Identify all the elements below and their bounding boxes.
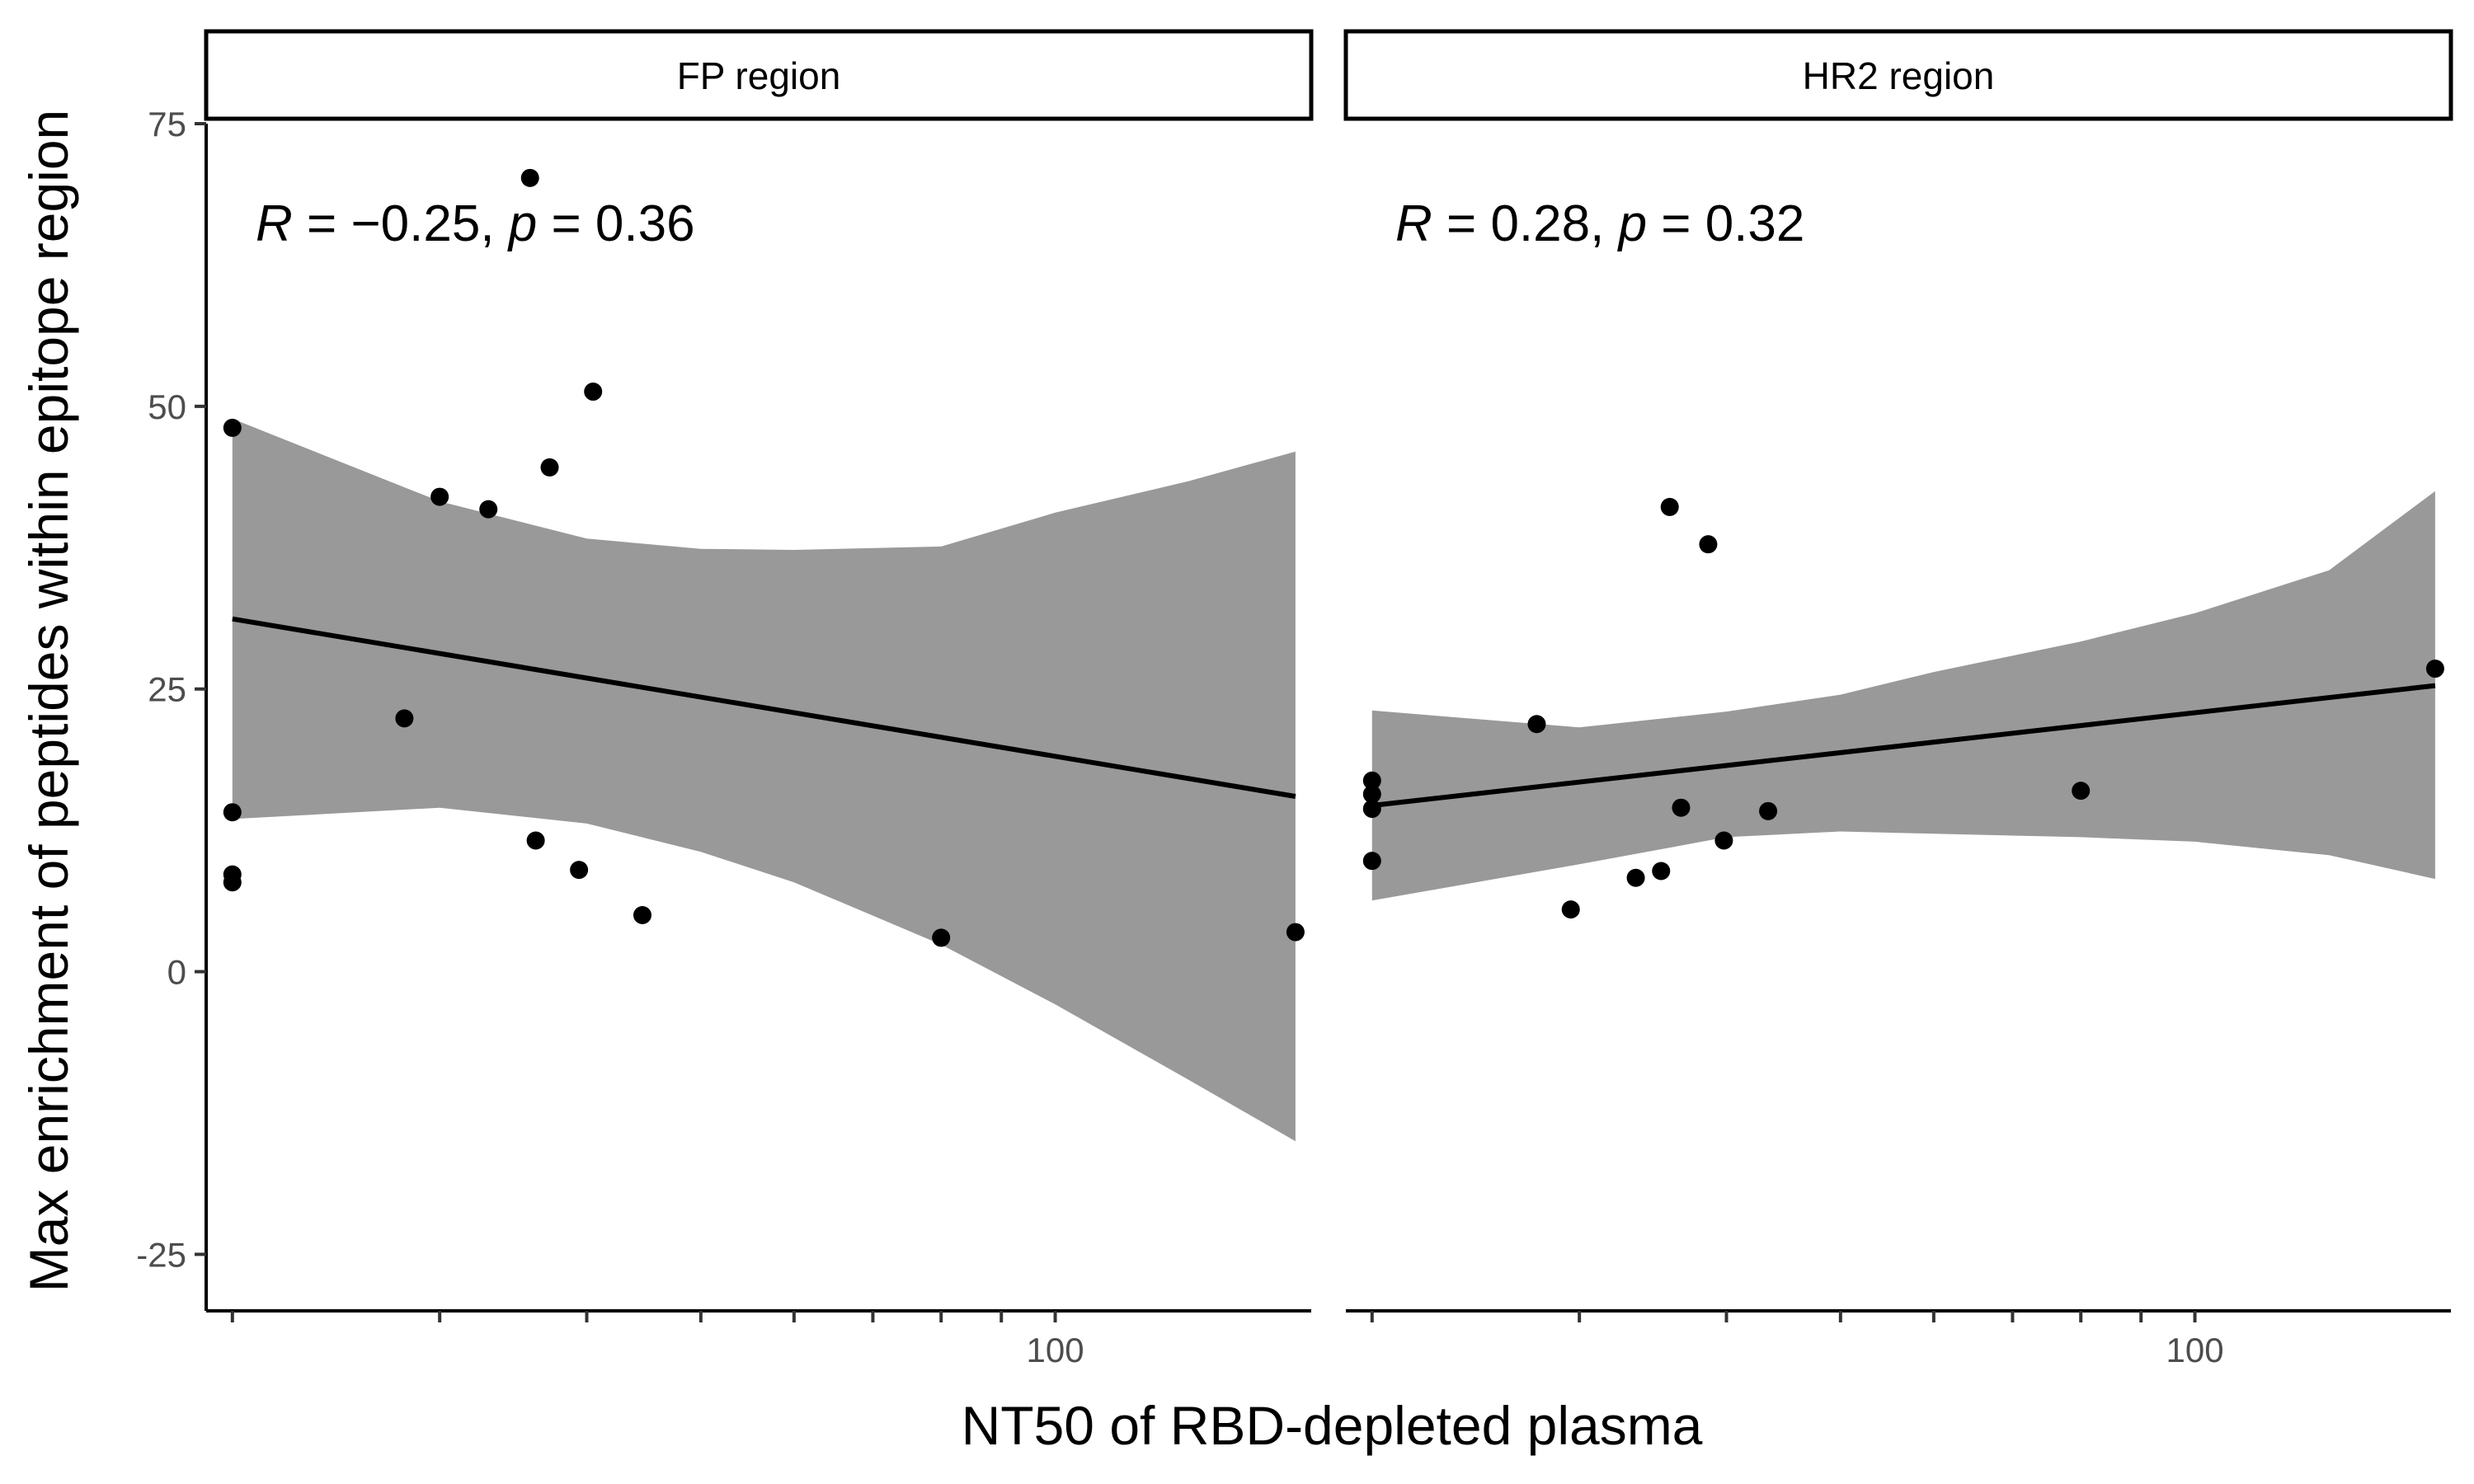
- data-point: [584, 383, 603, 402]
- y-tick-label: -25: [136, 1235, 186, 1274]
- data-point: [1362, 852, 1381, 871]
- data-point: [1561, 900, 1580, 919]
- annotation-p-symbol: p: [1617, 195, 1647, 252]
- panel-strip: [1343, 29, 2453, 121]
- data-point: [1714, 831, 1733, 850]
- annotation-r-value: = −0.25,: [293, 195, 509, 252]
- panel-strip-label: HR2 region: [1803, 54, 1995, 97]
- panel-strip: [204, 29, 1314, 121]
- data-point: [2425, 660, 2444, 679]
- data-point: [223, 803, 242, 822]
- panel-hr2: HR2 region R = 0.28, p = 0.32 100: [1343, 29, 2453, 1369]
- data-point: [570, 861, 589, 880]
- y-tick-label: 25: [148, 670, 186, 709]
- data-point: [2072, 782, 2091, 801]
- data-point: [1362, 785, 1381, 804]
- data-point: [1626, 868, 1645, 887]
- data-point: [1362, 800, 1381, 819]
- x-tick-label: 100: [1027, 1331, 1084, 1369]
- panel-fp: FP region R = −0.25, p = 0.36 100: [204, 29, 1314, 1369]
- annotation-p-value: = 0.32: [1647, 195, 1804, 252]
- confidence-band: [1371, 491, 2435, 901]
- y-tick-label: 50: [148, 387, 186, 426]
- correlation-annotation: R = −0.25, p = 0.36: [256, 195, 695, 252]
- data-point: [633, 906, 651, 924]
- data-point: [1699, 535, 1718, 554]
- correlation-annotation: R = 0.28, p = 0.32: [1395, 195, 1804, 252]
- data-point: [1362, 771, 1381, 790]
- data-point: [1652, 862, 1671, 881]
- annotation-p-symbol: p: [507, 195, 537, 252]
- data-point: [932, 928, 951, 947]
- confidence-band: [232, 418, 1296, 1142]
- data-point: [223, 873, 242, 892]
- regression-line: [232, 616, 1296, 799]
- regression-line: [1371, 683, 2436, 808]
- data-point: [526, 831, 545, 850]
- annotation-p-value: = 0.36: [537, 195, 694, 252]
- y-tick-label: 0: [167, 953, 186, 992]
- data-point: [223, 418, 242, 437]
- annotation-r-symbol: R: [256, 195, 293, 252]
- data-point: [1672, 798, 1691, 817]
- x-axis-title: NT50 of RBD-depleted plasma: [962, 1395, 1703, 1456]
- data-point: [1527, 715, 1546, 734]
- data-point: [395, 709, 414, 728]
- data-point: [479, 500, 498, 519]
- data-point: [1759, 801, 1778, 820]
- panels-layer: -25 0 25 50 75 FP region R = −0.25, p = 0.36 10…: [136, 29, 2453, 1369]
- data-point: [430, 487, 449, 506]
- data-point: [520, 168, 539, 187]
- data-point: [540, 458, 559, 477]
- annotation-r-value: = 0.28,: [1432, 195, 1619, 252]
- panel-strip-label: FP region: [677, 54, 841, 97]
- data-point: [1286, 923, 1305, 942]
- data-point: [1660, 497, 1679, 516]
- x-tick-label: 100: [2166, 1331, 2224, 1369]
- annotation-r-symbol: R: [1395, 195, 1432, 252]
- y-axis-title: Max enrichment of peptides within epitop…: [18, 110, 79, 1293]
- y-tick-label: 75: [148, 105, 186, 143]
